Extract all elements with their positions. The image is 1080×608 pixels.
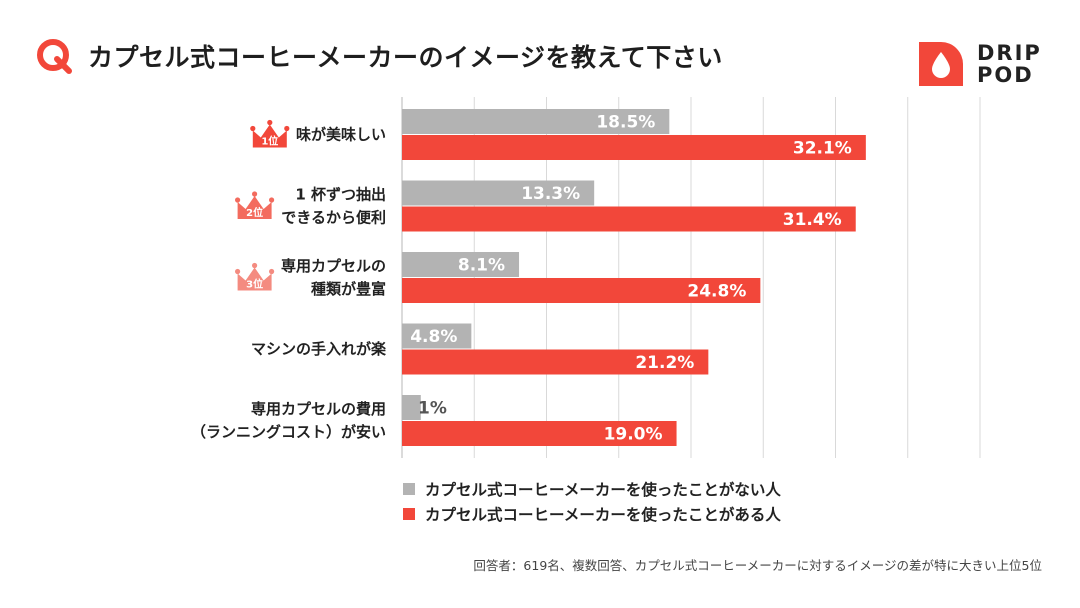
legend-swatch-gray: [403, 482, 415, 495]
legend-label-used: カプセル式コーヒーメーカーを使ったことがある人: [425, 505, 781, 524]
category-label: （ランニングコスト）が安い: [191, 423, 386, 441]
crown-jewel: [250, 125, 256, 132]
category-label: 1 杯ずつ抽出: [295, 186, 386, 204]
rank-crown-icon: [252, 124, 287, 148]
drip-pod-logo: DRIP POD: [919, 42, 1042, 86]
rank-crown-icon: [237, 196, 272, 219]
category-label: 種類が豊富: [311, 280, 386, 298]
crown-jewel: [269, 197, 275, 203]
data-label: 13.3%: [521, 184, 580, 204]
rank-label: 2位: [246, 206, 263, 219]
legend-swatch-red: [403, 507, 415, 520]
crown-jewel: [269, 268, 275, 275]
bar-used: [402, 278, 761, 303]
bar-not-used: [402, 323, 472, 349]
data-label: 1%: [418, 399, 447, 419]
legend-item-not-used: カプセル式コーヒーメーカーを使ったことがない人: [403, 476, 781, 501]
category-label: できるから便利: [281, 209, 386, 227]
crown-jewel: [252, 191, 258, 197]
category-label: マシンの手入れが楽: [251, 340, 387, 358]
crown-jewel: [235, 197, 241, 203]
category-label: 専用カプセルの費用: [251, 400, 386, 418]
data-label: 24.8%: [687, 282, 746, 302]
q-icon: [37, 39, 72, 74]
footnote: 回答者：619名、複数回答、カプセル式コーヒーメーカーに対するイメージの差が特に…: [473, 558, 1042, 573]
legend: カプセル式コーヒーメーカーを使ったことがない人 カプセル式コーヒーメーカーを使っ…: [403, 476, 781, 526]
crown-jewel: [284, 125, 290, 132]
legend-label-not-used: カプセル式コーヒーメーカーを使ったことがない人: [425, 480, 781, 499]
legend-item-used: カプセル式コーヒーメーカーを使ったことがある人: [403, 501, 781, 526]
rank-label: 1位: [261, 135, 278, 148]
page-title: カプセル式コーヒーメーカーのイメージを教えて下さい: [88, 43, 723, 72]
crown-jewel: [235, 268, 241, 275]
data-label: 18.5%: [596, 113, 655, 133]
header: カプセル式コーヒーメーカーのイメージを教えて下さい: [34, 34, 723, 78]
logo-line2: POD: [977, 63, 1034, 87]
data-label: 8.1%: [458, 256, 505, 276]
logo-text: DRIP POD: [977, 42, 1042, 86]
data-label: 19.0%: [604, 425, 663, 445]
bar-used: [402, 421, 677, 446]
category-label: 専用カプセルの: [281, 257, 386, 275]
bar-used: [402, 206, 856, 232]
rank-label: 3位: [246, 278, 263, 291]
data-label: 4.8%: [410, 327, 457, 347]
logo-line1: DRIP: [977, 41, 1042, 65]
bar-used: [402, 349, 709, 375]
crown-jewel: [267, 119, 273, 126]
bar-not-used: [402, 252, 520, 277]
drop-logo-icon: [919, 42, 963, 86]
bar-not-used: [402, 395, 421, 420]
data-label: 21.2%: [635, 353, 694, 373]
data-label: 31.4%: [783, 210, 842, 230]
rank-crown-icon: [237, 267, 272, 291]
bar-not-used: [402, 180, 595, 206]
bar-not-used: [402, 109, 670, 134]
bar-used: [402, 135, 866, 160]
category-label: 味が美味しい: [296, 126, 386, 144]
crown-jewel: [252, 262, 258, 269]
data-label: 32.1%: [793, 139, 852, 159]
